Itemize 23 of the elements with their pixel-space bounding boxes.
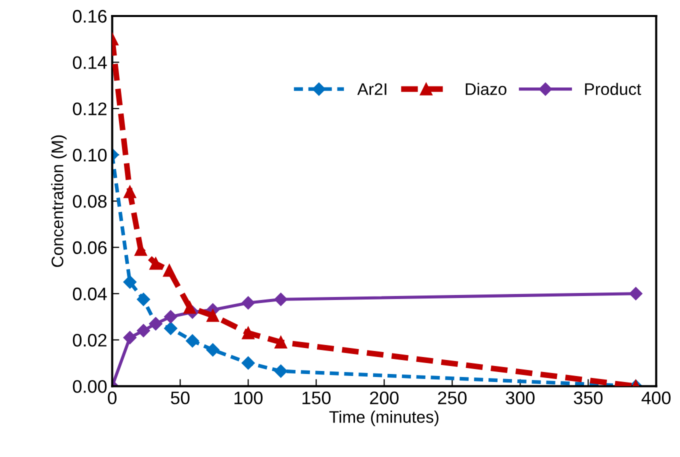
x-tick-label: 250: [438, 392, 467, 404]
x-tick-label: 100: [234, 392, 263, 404]
y-tick-label: 0.08: [72, 195, 107, 208]
y-tick-label: 0.14: [72, 56, 107, 69]
legend-label: Product: [585, 82, 642, 96]
x-tick-label: 50: [170, 392, 190, 404]
y-tick-label: 0.00: [72, 380, 107, 393]
legend-label: Ar2I: [357, 83, 386, 95]
x-tick-label: 0: [108, 392, 117, 404]
legend-label: Diazo: [466, 82, 506, 96]
x-tick-label: 150: [302, 392, 331, 404]
y-tick-label: 0.04: [72, 288, 107, 300]
y-tick-label: 0.12: [72, 102, 106, 116]
y-axis-title: Concentration (M): [51, 135, 67, 267]
x-tick-label: 200: [370, 392, 399, 404]
x-tick-label: 300: [506, 392, 535, 404]
x-tick-label: 350: [574, 392, 603, 404]
x-axis-title: Time (minutes): [329, 410, 438, 426]
y-tick-label: 0.16: [72, 10, 107, 23]
y-tick-label: 0.02: [72, 334, 106, 347]
y-tick-label: 0.06: [72, 241, 107, 254]
y-tick-label: 0.10: [72, 148, 107, 162]
x-tick-label: 400: [642, 392, 671, 404]
